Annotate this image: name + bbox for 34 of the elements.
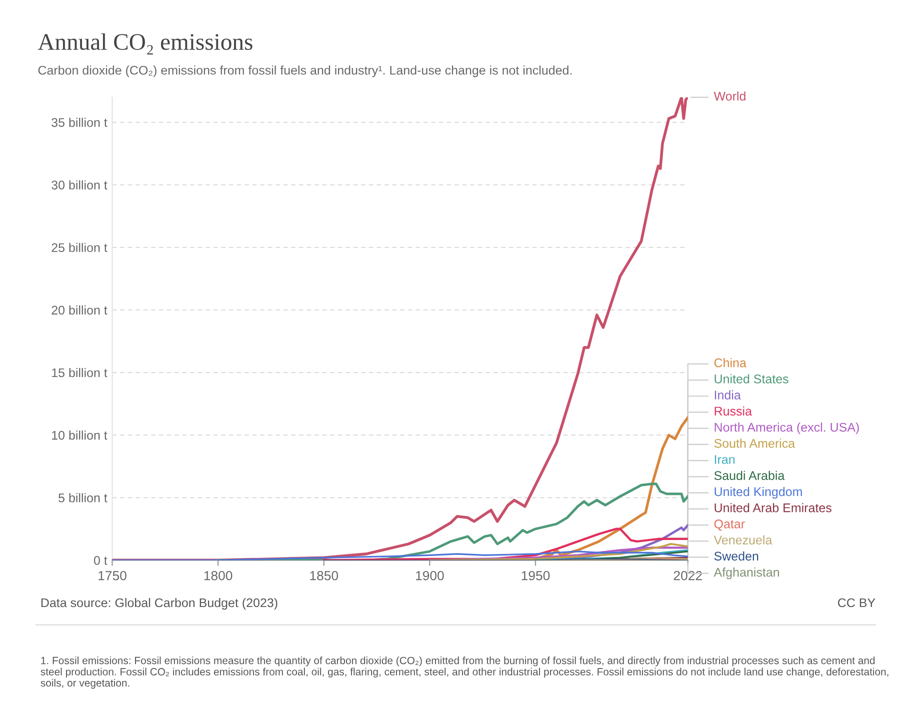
text: United Kingdom (714, 486, 802, 499)
text: United States (714, 374, 788, 384)
y-tick-label: 5 billion t (58, 493, 108, 502)
text: 1. Fossil emissions: Fossil emissions measure the quantity of carbon dioxide (CO₂) emitted from the burning of fossil fuels, and directly from industrial processes such as cement and steel production. Fossil CO₂ includes emissions from coal, oil, gas, flaring, cement, steel, and other industrial processes. Fossil emissions do not include land use change, deforestation, soils, or vegetation. (40, 656, 888, 689)
text: Venezuela (714, 535, 772, 544)
y-tick-label: 10 billion t (52, 430, 108, 440)
y-tick-label: 30 billion t (52, 180, 108, 190)
text: South America (714, 438, 796, 448)
chart-title: Annual CO₂ emissions (38, 33, 252, 55)
x-tick-label: 1800 (204, 570, 232, 580)
x-tick-label: 1950 (522, 570, 550, 580)
y-tick-label: 20 billion t (52, 305, 108, 315)
y-tick-label: 35 billion t (52, 118, 108, 127)
text: North America (excl. USA) (714, 422, 859, 434)
y-tick-label: 0 t (94, 556, 108, 565)
text: CC BY (838, 598, 876, 608)
chart-subtitle: Carbon dioxide (CO₂) emissions from fossil fuels and industry¹. Land-use change is not included. (38, 65, 572, 78)
text: Iran (714, 455, 734, 464)
text: World (714, 91, 746, 101)
x-tick-label: 1750 (98, 570, 126, 580)
source-note: Data source: Global Carbon Budget (2023) (41, 598, 278, 610)
y-tick-label: 25 billion t (52, 242, 108, 252)
text: United Arab Emirates (714, 503, 832, 512)
text: India (714, 390, 741, 400)
text: China (714, 358, 746, 368)
text: Qatar (714, 520, 745, 531)
x-tick-label: 1850 (310, 570, 338, 580)
x-tick-label: 2022 (674, 570, 702, 580)
text: Saudi Arabia (714, 470, 785, 480)
text: Russia (714, 406, 752, 416)
x-tick-label: 1900 (416, 570, 444, 580)
text: Afghanistan (714, 568, 779, 580)
y-tick-label: 15 billion t (52, 368, 108, 378)
text: Sweden (714, 551, 758, 561)
